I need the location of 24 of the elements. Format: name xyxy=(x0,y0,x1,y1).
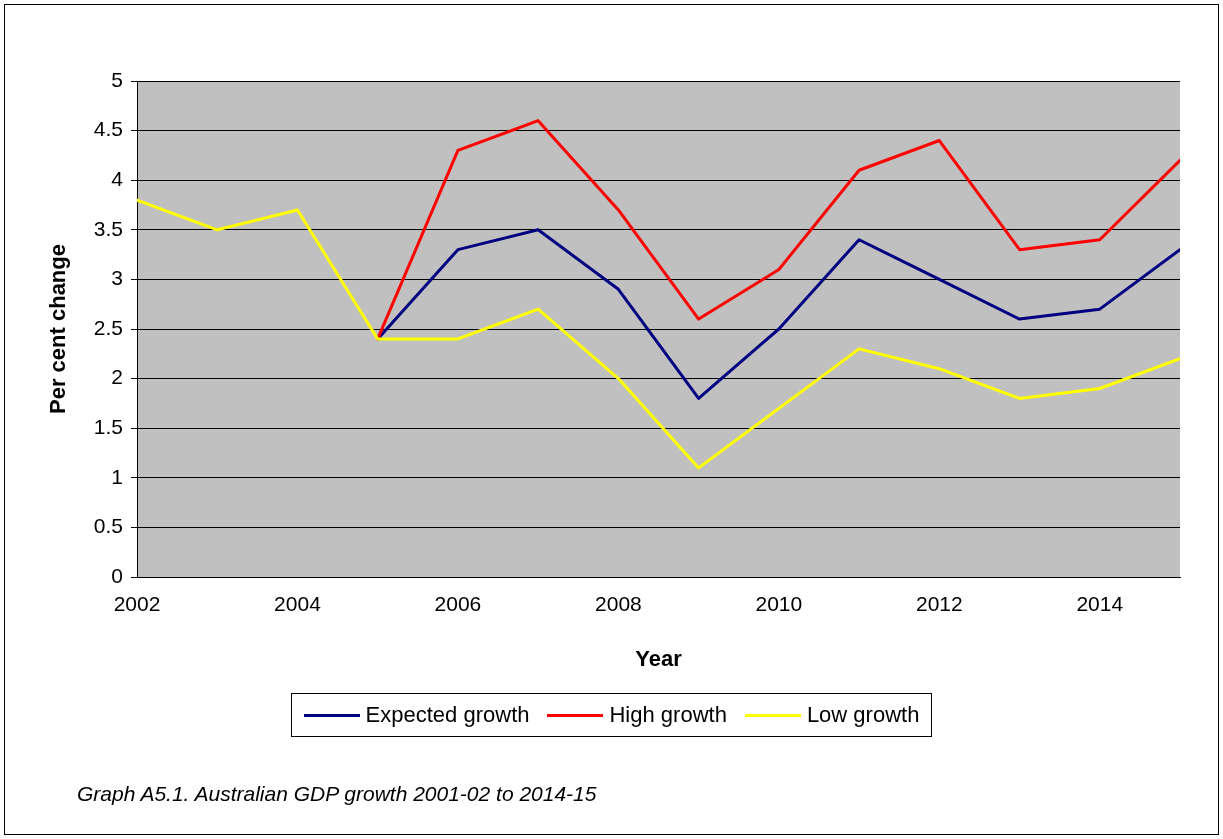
y-tick-label: 0.5 xyxy=(93,514,123,538)
x-tick-label: 2014 xyxy=(1076,592,1124,616)
caption: Graph A5.1. Australian GDP growth 2001-02 to 2014-15 xyxy=(77,782,597,806)
x-tick-label: 2004 xyxy=(274,592,322,616)
y-tick-label: 4 xyxy=(111,167,124,190)
x-tick-label: 2008 xyxy=(595,592,642,616)
y-tick-label: 1.5 xyxy=(93,415,123,438)
x-axis-title: Year xyxy=(635,645,683,671)
y-tick-label: 2.5 xyxy=(93,315,123,339)
x-tick-label: 2010 xyxy=(755,592,803,616)
y-tick-label: 0 xyxy=(111,563,123,587)
x-tick-label: 2002 xyxy=(113,592,161,616)
legend-label: High growth xyxy=(609,702,727,728)
y-tick-label: 3 xyxy=(111,266,123,290)
x-tick-label: 2006 xyxy=(434,592,482,616)
x-tick-label: 2012 xyxy=(915,592,963,616)
legend-label: Expected growth xyxy=(365,702,530,728)
y-tick-label: 3.5 xyxy=(93,216,123,240)
y-tick-label: 5 xyxy=(111,67,123,91)
y-axis-title: Per cent change xyxy=(45,244,71,414)
y-tick-label: 2 xyxy=(111,365,123,389)
legend-label: Low growth xyxy=(806,702,920,728)
y-tick-label: 4.5 xyxy=(93,117,123,141)
y-tick-label: 1 xyxy=(111,464,123,488)
